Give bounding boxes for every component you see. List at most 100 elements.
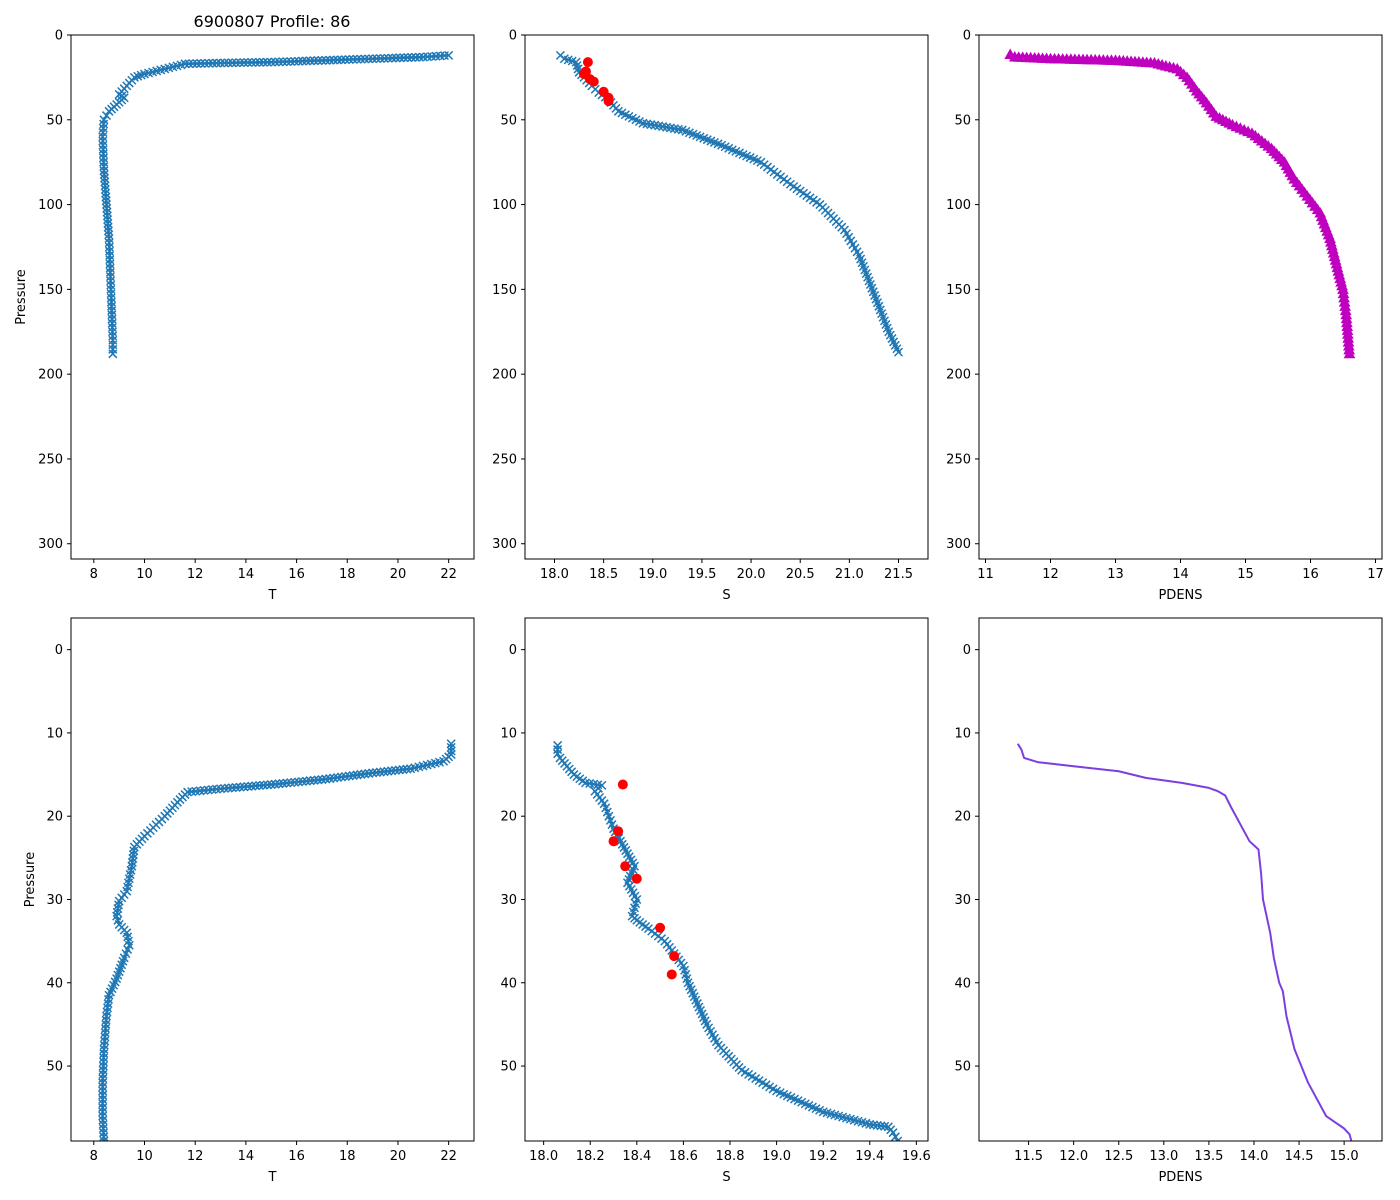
data-marker <box>379 53 389 63</box>
y-tick-label: 0 <box>509 643 517 658</box>
data-marker <box>235 782 245 792</box>
x-tick-label: 12 <box>1042 567 1059 582</box>
y-tick-label: 50 <box>500 113 517 128</box>
data-marker <box>99 173 110 183</box>
data-marker <box>305 56 315 66</box>
y-tick-label: 0 <box>963 29 971 44</box>
flagged-point <box>631 873 642 884</box>
x-tick-label: 14 <box>238 567 255 582</box>
data-marker <box>371 767 381 778</box>
axes-frame <box>524 617 929 1142</box>
data-marker <box>101 200 112 210</box>
series-density <box>1016 743 1353 1141</box>
y-tick-label: 50 <box>954 113 971 128</box>
data-marker <box>446 746 456 756</box>
y-tick-label: 300 <box>38 537 63 552</box>
data-marker <box>101 188 111 198</box>
y-tick-label: 0 <box>55 29 63 44</box>
flagged-point <box>613 826 624 837</box>
data-marker <box>403 53 413 63</box>
data-marker <box>278 57 288 67</box>
flagged-point <box>666 969 677 980</box>
data-marker <box>402 764 412 774</box>
x-tick-label: 20.5 <box>786 567 815 582</box>
data-marker <box>262 57 272 67</box>
data-marker <box>868 1120 879 1130</box>
data-marker <box>274 57 284 67</box>
x-tick-label: 20.0 <box>737 567 766 582</box>
data-marker <box>410 52 421 62</box>
data-marker <box>872 1120 882 1130</box>
data-marker <box>360 54 370 64</box>
x-tick-label: 16 <box>1302 567 1319 582</box>
chart-panel-top-left: 8 10 12 14 16 18 20 22 0 50 100 150 200 250 300 T Pressu… <box>14 29 475 603</box>
data-marker <box>251 57 261 67</box>
y-tick-label: 100 <box>38 198 63 213</box>
y-tick-label: 200 <box>38 368 63 383</box>
data-marker <box>387 766 397 776</box>
x-tick-label: 8 <box>90 1149 98 1164</box>
data-marker <box>352 54 362 64</box>
data-marker <box>266 57 276 67</box>
data-marker <box>102 203 112 213</box>
data-marker <box>243 781 253 792</box>
data-marker <box>192 59 202 69</box>
flagged-point <box>608 836 619 847</box>
data-marker <box>880 1121 890 1131</box>
data-marker <box>188 59 198 69</box>
x-tick-label: 16 <box>288 567 305 582</box>
y-tick-label: 20 <box>46 810 63 825</box>
data-marker <box>103 215 113 225</box>
series-temperature <box>98 739 456 1141</box>
x-tick-label: 22 <box>440 1149 457 1164</box>
data-marker <box>98 1090 108 1100</box>
chart-panel-bottom-center: 18.0 18.2 18.4 18.6 18.8 19.0 19.2 19.4 19.6 0 10 2… <box>500 617 931 1185</box>
y-tick-label: 300 <box>946 537 971 552</box>
data-marker <box>297 56 307 66</box>
data-marker <box>104 106 114 116</box>
x-tick-label: 16 <box>288 1149 305 1164</box>
data-marker <box>100 177 110 187</box>
chart-panel-bottom-left: 8 10 12 14 16 18 20 22 0 10 20 30 40 50 T Pressure <box>23 617 475 1185</box>
data-marker <box>407 52 417 62</box>
x-tick-label: 13 <box>1107 567 1124 582</box>
flagged-point <box>655 922 666 933</box>
x-tick-label: 19.0 <box>762 1149 791 1164</box>
y-tick-label: 30 <box>46 893 63 908</box>
data-marker <box>418 52 428 62</box>
data-marker <box>865 1119 875 1129</box>
data-marker <box>387 53 397 63</box>
plot-area <box>98 50 454 359</box>
data-marker <box>321 55 331 65</box>
data-marker <box>227 58 237 68</box>
plot-area <box>1004 48 1356 359</box>
series-line <box>1016 743 1353 1141</box>
x-axis-label: S <box>722 588 730 603</box>
x-tick-label: 18.0 <box>529 1149 558 1164</box>
data-marker <box>406 764 416 774</box>
series-density <box>1004 48 1356 359</box>
data-marker <box>212 58 222 68</box>
y-tick-label: 20 <box>500 810 517 825</box>
y-tick-label: 150 <box>492 283 517 298</box>
x-tick-label: 14 <box>1172 567 1189 582</box>
data-marker <box>893 347 904 357</box>
x-tick-label: 20 <box>390 1149 407 1164</box>
data-marker <box>200 58 210 68</box>
data-marker <box>270 57 280 67</box>
data-marker <box>219 783 229 793</box>
data-marker <box>219 58 229 68</box>
series-flagged <box>608 779 680 980</box>
data-marker <box>223 58 233 68</box>
chart-panel-top-center: 18.0 18.5 19.0 19.5 20.0 20.5 21.0 21.5 0 50 100 15… <box>492 29 929 603</box>
data-marker <box>255 57 265 67</box>
series-flagged <box>578 57 614 107</box>
data-marker <box>196 58 206 68</box>
figure-title: 6900807 Profile: 86 <box>194 12 351 31</box>
data-marker <box>103 218 113 228</box>
data-marker <box>100 184 110 195</box>
data-marker <box>379 767 389 777</box>
x-tick-label: 12 <box>187 1149 204 1164</box>
data-marker <box>108 349 118 359</box>
